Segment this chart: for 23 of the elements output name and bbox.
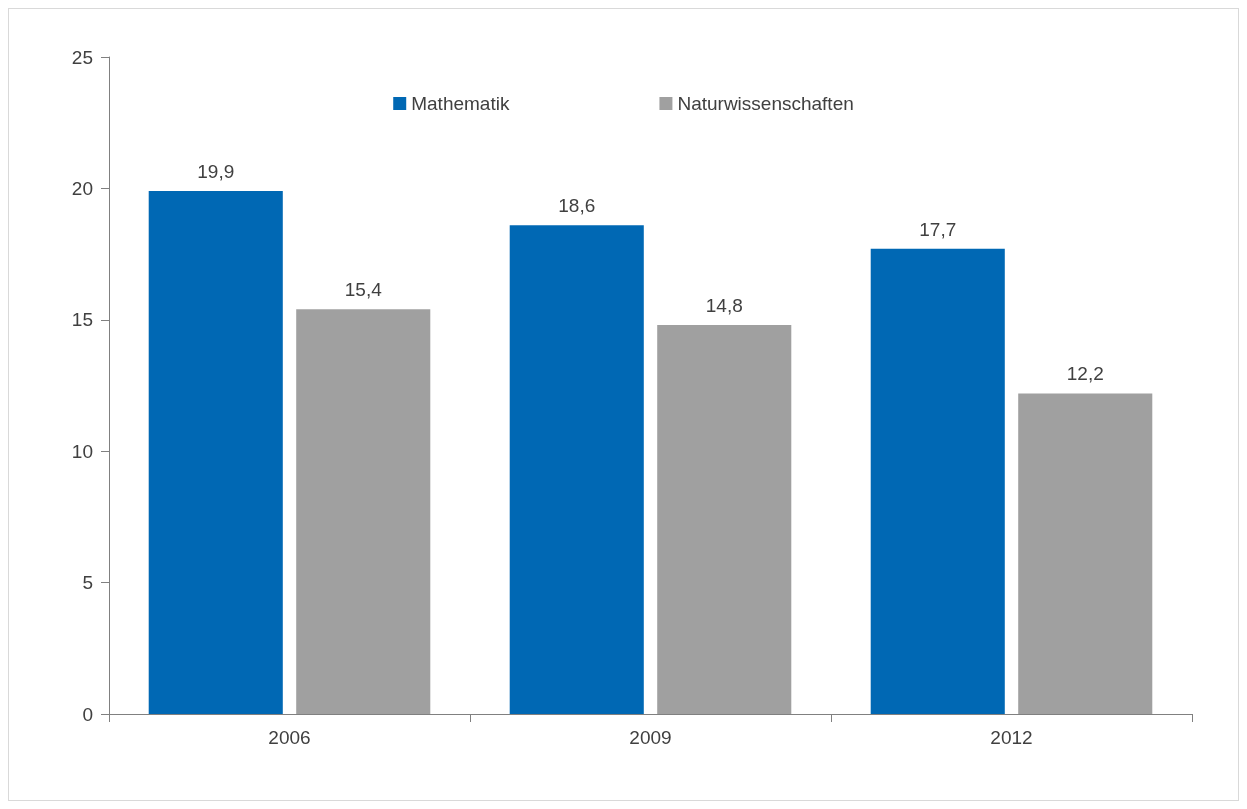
data-label: 14,8 — [705, 295, 743, 317]
data-label: 19,9 — [197, 161, 235, 183]
y-tick-label: 15 — [71, 309, 93, 331]
bar — [509, 225, 644, 714]
y-tick-label: 20 — [71, 177, 93, 199]
x-tick-label: 2006 — [268, 727, 311, 748]
y-tick-label: 0 — [82, 703, 93, 725]
y-tick-label: 5 — [82, 572, 93, 594]
data-label: 12,2 — [1066, 363, 1104, 385]
y-tick-label: 10 — [71, 440, 93, 462]
bar — [657, 325, 792, 714]
legend-label: Mathematik — [411, 93, 510, 114]
bar — [148, 191, 283, 714]
data-label: 15,4 — [344, 279, 383, 301]
x-tick-label: 2009 — [629, 727, 672, 748]
bar — [1018, 393, 1153, 714]
x-tick-label: 2012 — [990, 727, 1033, 748]
bar — [296, 309, 431, 714]
bar — [870, 248, 1005, 714]
data-label: 18,6 — [558, 195, 596, 217]
data-label: 17,7 — [919, 218, 957, 240]
legend-label: Naturwissenschaften — [677, 93, 854, 114]
y-tick-label: 25 — [71, 46, 93, 68]
